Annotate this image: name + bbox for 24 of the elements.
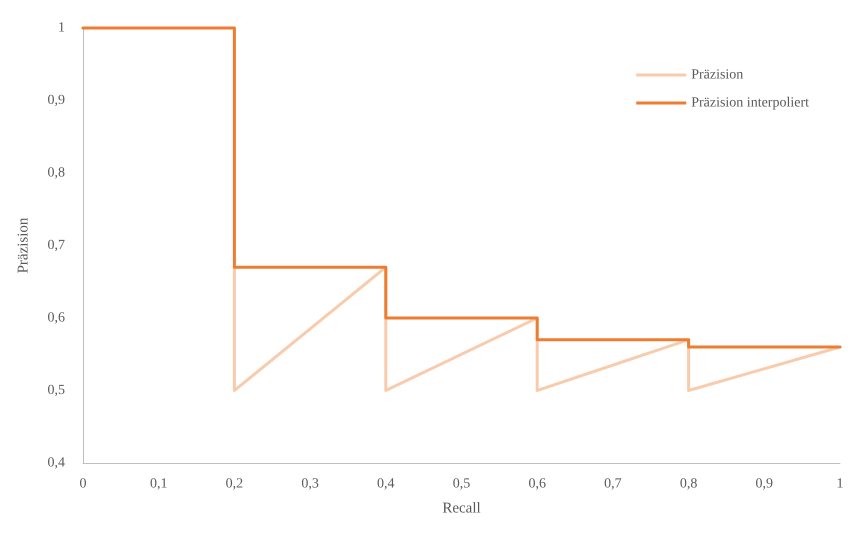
legend-label: Präzision interpoliert <box>691 96 810 110</box>
y-tick-label: 0,6 <box>48 310 65 326</box>
x-tick-label: 0,1 <box>150 476 168 492</box>
x-tick-label: 0,9 <box>756 476 774 492</box>
y-tick-label: 0,5 <box>48 383 65 398</box>
line-series <box>232 266 842 392</box>
y-tick-label: 0,4 <box>48 456 65 470</box>
line-series <box>82 26 842 348</box>
x-tick-label: 0,8 <box>680 476 698 492</box>
legend-label: Präzision <box>691 68 744 82</box>
x-tick-label: 1 <box>836 476 844 492</box>
x-tick-label: 0,5 <box>452 476 470 492</box>
y-axis-title: Präzision <box>16 217 32 274</box>
y-tick-label: 0,8 <box>48 166 65 180</box>
x-tick-label: 0,2 <box>226 476 244 492</box>
x-axis-title: Recall <box>442 500 481 516</box>
y-tick-label: 1 <box>58 20 65 36</box>
x-tick-label: 0,7 <box>604 476 622 492</box>
x-tick-label: 0,4 <box>377 476 395 492</box>
x-tick-label: 0 <box>80 476 86 492</box>
y-tick-label: 0,9 <box>48 93 65 108</box>
y-tick-label: 0,7 <box>48 238 65 253</box>
x-tick-label: 0,3 <box>301 476 319 492</box>
x-tick-label: 0,6 <box>528 476 546 492</box>
